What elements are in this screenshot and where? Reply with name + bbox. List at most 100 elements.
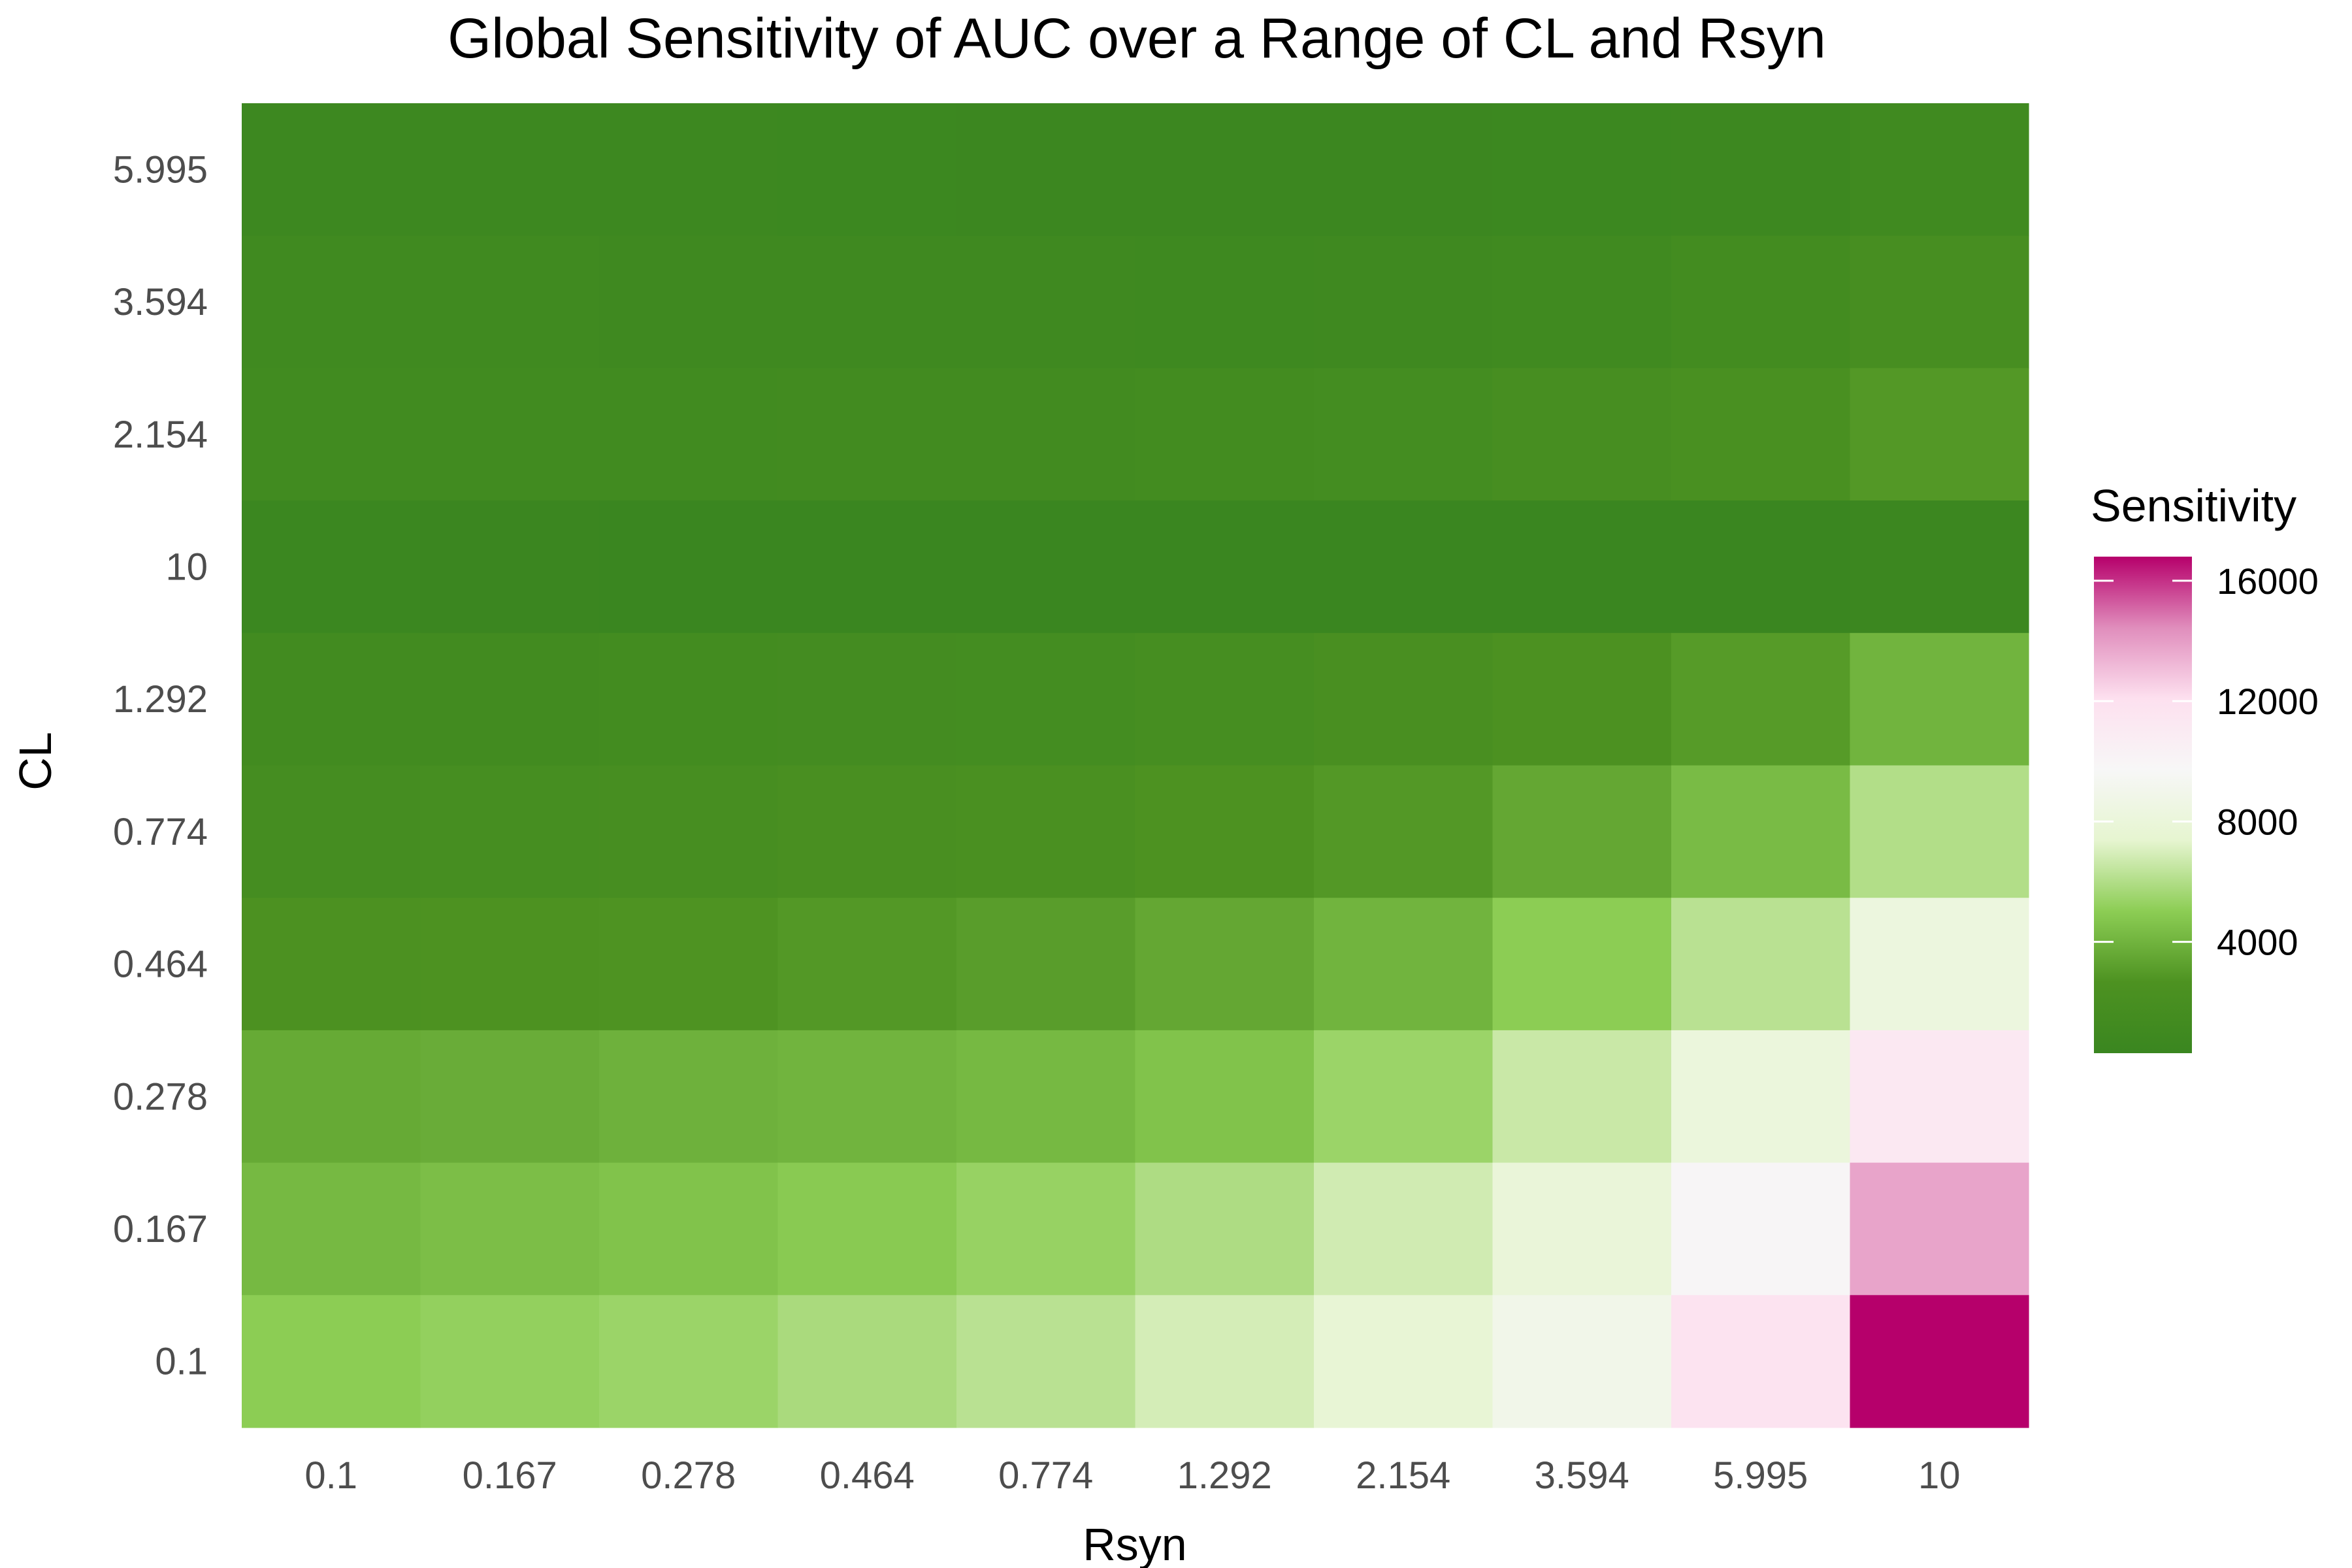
- heatmap-cell: [1492, 898, 1672, 1031]
- heatmap-cell: [1135, 765, 1315, 898]
- x-tick-label: 0.278: [641, 1454, 736, 1497]
- heatmap-cell: [420, 368, 600, 501]
- heatmap-cell: [1135, 235, 1315, 368]
- y-tick-label: 10: [165, 546, 208, 588]
- heatmap-cell: [1314, 898, 1494, 1031]
- heatmap-cell: [1314, 235, 1494, 368]
- heatmap-cell: [599, 500, 779, 634]
- legend-ticks: 4000 8000 12000 16000: [2094, 561, 2319, 963]
- heatmap-cell: [1492, 632, 1672, 766]
- x-axis-title: Rsyn: [1083, 1519, 1186, 1568]
- heatmap-cell: [956, 368, 1136, 501]
- heatmap-cell: [1135, 632, 1315, 766]
- heatmap-cell: [1492, 1030, 1672, 1164]
- heatmap-cell: [956, 898, 1136, 1031]
- heatmap-cell: [1135, 1162, 1315, 1296]
- heatmap-cell: [1671, 1162, 1851, 1296]
- heatmap-cell: [1135, 500, 1315, 634]
- x-tick-label: 0.774: [998, 1454, 1093, 1497]
- x-tick-label: 10: [1918, 1454, 1961, 1497]
- heatmap-cell: [956, 1162, 1136, 1296]
- x-tick-label: 2.154: [1356, 1454, 1450, 1497]
- y-tick-label: 0.464: [113, 943, 208, 986]
- legend-title: Sensitivity: [2091, 480, 2296, 531]
- x-tick-label: 0.1: [304, 1454, 357, 1497]
- heatmap-cell: [420, 103, 600, 237]
- y-tick-label: 0.1: [155, 1341, 208, 1383]
- heatmap-cell: [956, 500, 1136, 634]
- heatmap-cell: [242, 898, 421, 1031]
- heatmap-cell: [956, 235, 1136, 368]
- x-tick-label: 3.594: [1535, 1454, 1629, 1497]
- heatmap-cell: [599, 235, 779, 368]
- heatmap-cell: [1850, 500, 2029, 634]
- heatmap-cell: [1492, 235, 1672, 368]
- heatmap-cell: [1671, 368, 1851, 501]
- heatmap-cell: [1314, 632, 1494, 766]
- heatmap-cell: [1671, 632, 1851, 766]
- heatmap-cell: [420, 235, 600, 368]
- heatmap-cell: [777, 235, 957, 368]
- y-tick-label: 0.278: [113, 1075, 208, 1118]
- heatmap-cell: [1492, 1162, 1672, 1296]
- heatmap-cells: [242, 103, 2029, 1428]
- heatmap-cell: [242, 765, 421, 898]
- heatmap-cell: [599, 1295, 779, 1428]
- y-tick-label: 5.995: [113, 148, 208, 191]
- y-tick-label: 1.292: [113, 678, 208, 721]
- heatmap-cell: [242, 500, 421, 634]
- heatmap-cell: [956, 1295, 1136, 1428]
- heatmap-cell: [1671, 235, 1851, 368]
- heatmap-cell: [1135, 898, 1315, 1031]
- heatmap-cell: [1671, 898, 1851, 1031]
- heatmap-cell: [420, 1295, 600, 1428]
- heatmap-cell: [242, 103, 421, 237]
- heatmap-cell: [777, 368, 957, 501]
- heatmap-cell: [956, 103, 1136, 237]
- legend-tick-label: 4000: [2217, 922, 2298, 963]
- x-tick-label: 0.464: [820, 1454, 915, 1497]
- heatmap-cell: [1492, 103, 1672, 237]
- heatmap-cell: [1850, 368, 2029, 501]
- heatmap-cell: [420, 632, 600, 766]
- heatmap-cell: [1671, 1030, 1851, 1164]
- heatmap-cell: [1850, 235, 2029, 368]
- heatmap-cell: [599, 103, 779, 237]
- x-tick-label: 1.292: [1177, 1454, 1272, 1497]
- heatmap-cell: [242, 235, 421, 368]
- heatmap-cell: [1492, 500, 1672, 634]
- heatmap-cell: [1850, 1030, 2029, 1164]
- heatmap-cell: [1492, 368, 1672, 501]
- heatmap-cell: [1314, 1295, 1494, 1428]
- chart-title: Global Sensitivity of AUC over a Range o…: [448, 7, 1826, 70]
- heatmap-cell: [242, 1030, 421, 1164]
- heatmap-cell: [777, 500, 957, 634]
- heatmap-cell: [1314, 500, 1494, 634]
- heatmap-cell: [1850, 103, 2029, 237]
- x-tick-label: 5.995: [1713, 1454, 1808, 1497]
- heatmap-cell: [1850, 765, 2029, 898]
- heatmap-cell: [777, 103, 957, 237]
- heatmap-cell: [777, 1030, 957, 1164]
- x-tick-labels: 0.1 0.167 0.278 0.464 0.774 1.292 2.154 3.594 5.…: [304, 1454, 1960, 1497]
- heatmap-cell: [956, 632, 1136, 766]
- heatmap-cell: [956, 1030, 1136, 1164]
- heatmap-cell: [599, 632, 779, 766]
- y-tick-label: 2.154: [113, 414, 208, 456]
- heatmap-cell: [599, 368, 779, 501]
- heatmap-cell: [242, 632, 421, 766]
- heatmap-cell: [242, 1295, 421, 1428]
- heatmap-cell: [1671, 765, 1851, 898]
- heatmap-cell: [1850, 1162, 2029, 1296]
- heatmap-cell: [1850, 1295, 2029, 1428]
- heatmap-cell: [1671, 500, 1851, 634]
- heatmap-cell: [777, 898, 957, 1031]
- heatmap-cell: [1492, 1295, 1672, 1428]
- heatmap-cell: [420, 500, 600, 634]
- y-axis-title: CL: [10, 732, 61, 790]
- heatmap-cell: [1314, 103, 1494, 237]
- heatmap-cell: [242, 1162, 421, 1296]
- heatmap-cell: [420, 1030, 600, 1164]
- heatmap-cell: [420, 898, 600, 1031]
